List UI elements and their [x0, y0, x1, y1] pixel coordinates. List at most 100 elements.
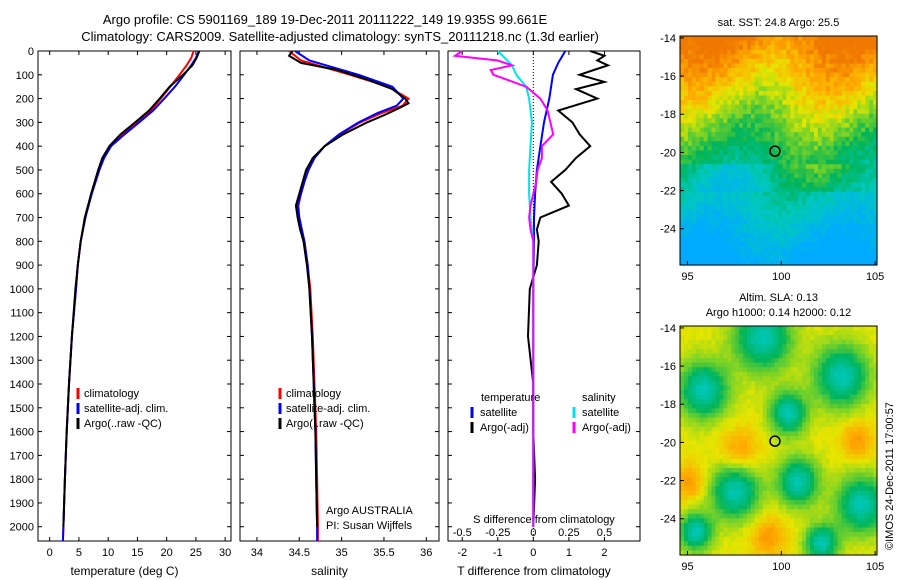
heatmap-cell	[806, 399, 811, 405]
heatmap-cell	[743, 118, 748, 124]
heatmap-cell	[778, 232, 784, 239]
heatmap-cell	[750, 173, 756, 179]
heatmap-cell	[806, 219, 811, 225]
heatmap-cell	[691, 145, 697, 152]
heatmap-cell	[821, 200, 827, 207]
heatmap-cell	[802, 191, 807, 197]
heatmap-cell	[829, 168, 835, 174]
heatmap-cell	[695, 81, 701, 87]
heatmap-cell	[731, 371, 736, 377]
heatmap-cell	[762, 182, 768, 188]
heatmap-cell	[837, 490, 843, 497]
heatmap-cell	[857, 422, 862, 428]
heatmap-cell	[806, 467, 811, 474]
heatmap-cell	[774, 413, 780, 419]
heatmap-cell	[825, 118, 831, 124]
heatmap-cell	[873, 187, 878, 193]
heatmap-cell	[817, 426, 823, 432]
heatmap-cell	[782, 164, 787, 170]
heatmap-cell	[865, 399, 870, 405]
heatmap-cell	[750, 490, 756, 497]
heatmap-cell	[703, 260, 709, 266]
heatmap-cell	[727, 390, 732, 396]
heatmap-cell	[683, 445, 689, 451]
heatmap-cell	[821, 251, 827, 257]
heatmap-cell	[743, 408, 748, 414]
heatmap-cell	[778, 49, 784, 55]
heatmap-cell	[770, 36, 776, 42]
heatmap-cell	[786, 445, 791, 451]
heatmap-cell	[727, 127, 732, 133]
heatmap-cell	[813, 210, 819, 216]
heatmap-cell	[829, 522, 835, 529]
heatmap-cell	[849, 353, 854, 359]
heatmap-cell	[861, 477, 866, 483]
heatmap-cell	[829, 95, 835, 101]
heatmap-cell	[833, 237, 839, 243]
heatmap-cell	[770, 155, 776, 161]
heatmap-cell	[794, 72, 799, 78]
heatmap-cell	[723, 54, 728, 60]
heatmap-cell	[758, 45, 764, 51]
heatmap-cell	[865, 522, 870, 529]
heatmap-cell	[865, 90, 870, 97]
heatmap-cell	[857, 495, 862, 501]
heatmap-cell	[817, 155, 823, 161]
heatmap-cell	[841, 118, 847, 124]
heatmap-cell	[790, 422, 795, 428]
heatmap-cell	[810, 155, 815, 161]
heatmap-cell	[683, 127, 689, 133]
heatmap-cell	[782, 45, 787, 51]
heatmap-cell	[813, 481, 819, 487]
heatmap-cell	[861, 376, 866, 382]
heatmap-cell	[691, 449, 697, 455]
heatmap-cell	[865, 223, 870, 229]
heatmap-cell	[837, 90, 843, 97]
heatmap-cell	[778, 63, 784, 69]
heatmap-cell	[806, 86, 811, 92]
heatmap-cell	[810, 223, 815, 229]
heatmap-cell	[833, 380, 839, 387]
heatmap-cell	[758, 58, 764, 65]
heatmap-cell	[727, 435, 732, 442]
heatmap-cell	[825, 367, 831, 373]
heatmap-cell	[746, 358, 752, 364]
heatmap-cell	[778, 495, 784, 501]
heatmap-cell	[707, 58, 713, 65]
heatmap-cell	[837, 228, 843, 234]
heatmap-cell	[841, 380, 847, 387]
heatmap-cell	[754, 348, 760, 355]
heatmap-cell	[719, 113, 724, 120]
heatmap-cell	[683, 72, 689, 78]
heatmap-cell	[735, 237, 740, 243]
heatmap-cell	[790, 95, 795, 101]
heatmap-cell	[731, 385, 736, 391]
heatmap-cell	[683, 260, 689, 266]
y-tick-label: 1600	[10, 427, 34, 439]
heatmap-cell	[806, 77, 811, 83]
heatmap-cell	[683, 435, 689, 442]
heatmap-cell	[687, 380, 693, 387]
heatmap-cell	[798, 399, 803, 405]
heatmap-cell	[735, 467, 740, 474]
heatmap-cell	[723, 449, 728, 455]
heatmap-cell	[845, 445, 851, 451]
heatmap-cell	[680, 371, 685, 377]
heatmap-cell	[794, 477, 799, 483]
heatmap-cell	[707, 390, 713, 396]
heatmap-cell	[778, 159, 784, 165]
heatmap-cell	[719, 40, 724, 46]
heatmap-cell	[683, 440, 689, 446]
heatmap-cell	[707, 90, 713, 97]
heatmap-cell	[833, 513, 839, 519]
heatmap-cell	[806, 159, 811, 165]
heatmap-cell	[687, 228, 693, 234]
heatmap-cell	[813, 127, 819, 133]
heatmap-cell	[723, 109, 728, 115]
heatmap-cell	[853, 150, 858, 156]
heatmap-cells	[680, 326, 878, 556]
heatmap-cell	[786, 81, 791, 87]
heatmap-cell	[719, 486, 724, 492]
heatmap-cell	[766, 136, 772, 142]
heatmap-cell	[703, 205, 709, 211]
